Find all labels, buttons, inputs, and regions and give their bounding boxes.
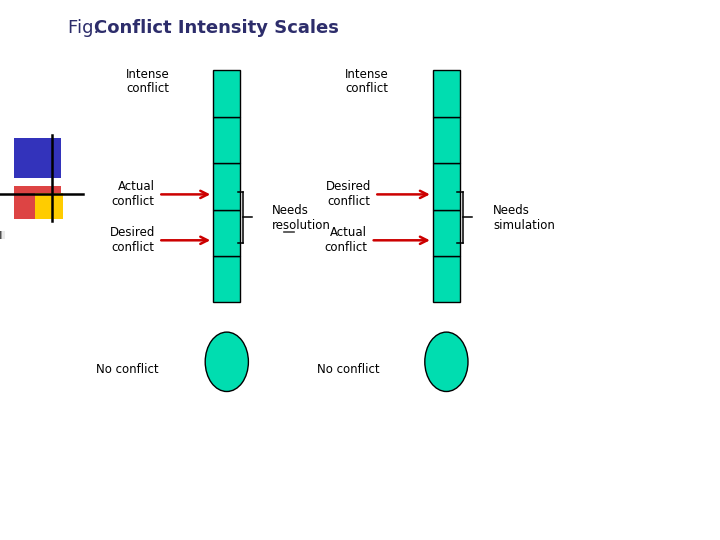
Bar — [433, 70, 460, 117]
Bar — [433, 210, 460, 256]
Bar — [433, 163, 460, 210]
Text: Fig.: Fig. — [68, 19, 105, 37]
Text: Actual
conflict: Actual conflict — [112, 180, 155, 208]
Text: Desired
conflict: Desired conflict — [325, 180, 371, 208]
Bar — [213, 210, 240, 256]
Bar — [213, 256, 240, 302]
Text: Actual
conflict: Actual conflict — [324, 226, 367, 254]
Text: No conflict: No conflict — [317, 363, 379, 376]
Bar — [35, 193, 63, 219]
Text: Desired
conflict: Desired conflict — [109, 226, 155, 254]
Text: Intense
conflict: Intense conflict — [125, 68, 169, 96]
Bar — [433, 117, 460, 163]
Text: Needs
simulation: Needs simulation — [493, 204, 555, 232]
Bar — [14, 186, 61, 219]
Text: Intense
conflict: Intense conflict — [345, 68, 389, 96]
Bar — [433, 256, 460, 302]
Ellipse shape — [205, 332, 248, 392]
Text: Conflict Intensity Scales: Conflict Intensity Scales — [94, 19, 338, 37]
Bar — [213, 117, 240, 163]
Text: No conflict: No conflict — [96, 363, 158, 376]
Bar — [213, 163, 240, 210]
Text: Needs
resolution: Needs resolution — [272, 204, 331, 232]
Bar — [213, 70, 240, 117]
Ellipse shape — [425, 332, 468, 392]
Bar — [14, 138, 61, 178]
